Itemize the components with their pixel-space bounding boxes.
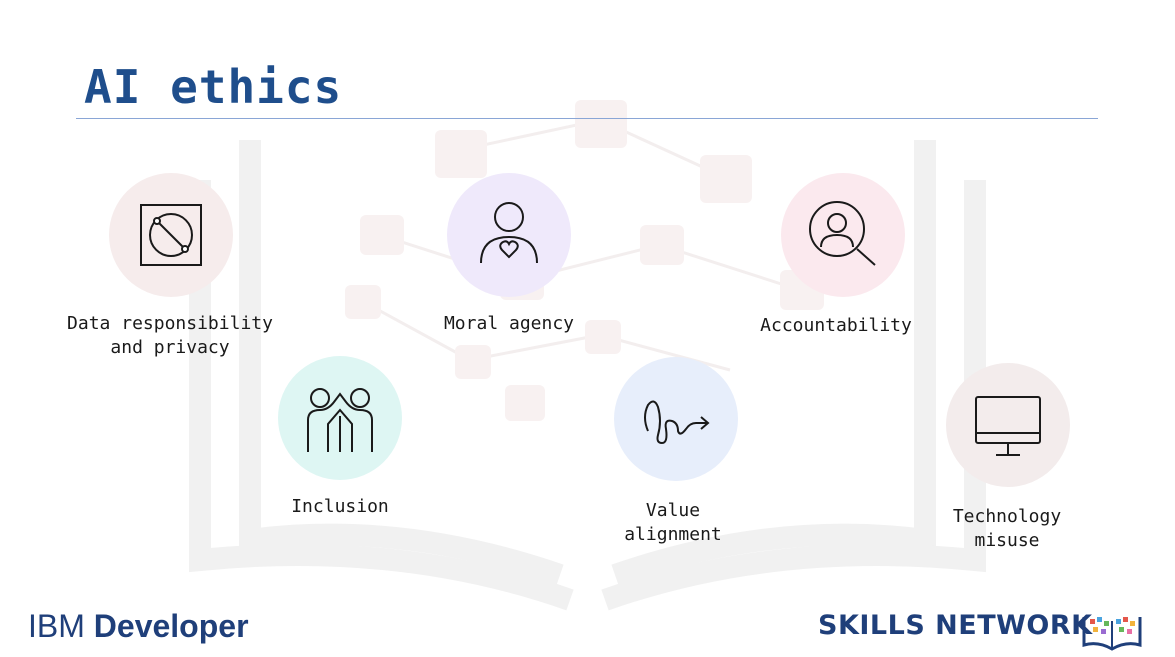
data-privacy-circle: [109, 173, 233, 297]
ibm-logo-prefix: IBM: [28, 608, 85, 644]
value-alignment-label: Value alignment: [624, 500, 722, 545]
skills-network-book-icon: [1082, 617, 1142, 651]
accountability-label: Accountability: [760, 315, 912, 336]
accountability-circle: [781, 173, 905, 297]
person-magnifier-icon: [809, 201, 876, 266]
monitor-icon: [975, 396, 1041, 456]
value-alignment-circle: [614, 357, 738, 481]
data-privacy-icon: [140, 204, 202, 266]
moral-agency-circle: [447, 173, 571, 297]
ibm-logo-suffix: Developer: [93, 608, 249, 644]
technology-misuse-circle: [946, 363, 1070, 487]
inclusion-label: Inclusion: [291, 496, 389, 517]
title-divider: [76, 118, 1098, 119]
people-high-five-icon: [307, 388, 373, 452]
ibm-developer-logo: IBM Developer: [28, 608, 249, 645]
slide-title: AI ethics: [84, 60, 343, 114]
moral-agency-label: Moral agency: [443, 313, 575, 334]
person-heart-icon: [480, 202, 538, 264]
squiggle-arrow-icon: [644, 400, 710, 445]
inclusion-circle: [278, 356, 402, 480]
skills-network-logo: SKILLS NETWORK: [818, 610, 1093, 641]
data-privacy-label: Data responsibility and privacy: [67, 313, 273, 358]
technology-misuse-label: Technology misuse: [952, 506, 1062, 551]
